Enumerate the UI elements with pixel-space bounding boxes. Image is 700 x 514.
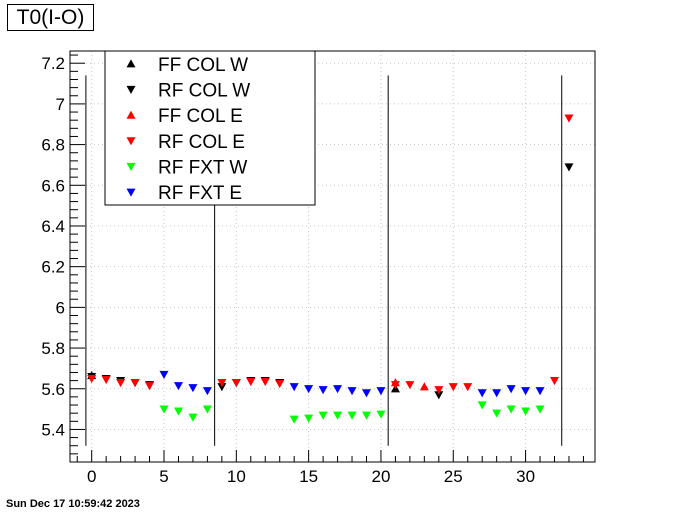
legend-marker xyxy=(126,137,136,146)
data-point xyxy=(564,163,574,172)
data-point xyxy=(405,381,415,390)
legend-marker xyxy=(126,188,136,197)
x-tick-label: 25 xyxy=(444,467,463,486)
data-point xyxy=(376,387,386,396)
data-point xyxy=(130,379,140,388)
data-point xyxy=(275,380,285,389)
data-point xyxy=(246,378,256,387)
data-point xyxy=(318,386,328,395)
y-tick-label: 6.4 xyxy=(41,217,65,236)
data-point xyxy=(361,411,371,420)
data-point xyxy=(333,411,343,420)
legend-marker xyxy=(126,59,136,68)
legend-label: RF FXT E xyxy=(158,183,242,204)
y-tick-label: 6.6 xyxy=(41,176,65,195)
data-point xyxy=(202,405,212,414)
x-tick-label: 0 xyxy=(87,467,96,486)
legend-label: RF FXT W xyxy=(158,158,247,179)
y-tick-label: 6.2 xyxy=(41,258,65,277)
y-tick-label: 6 xyxy=(56,298,65,317)
axes: 0 5 10 15 20 25 30 5.4 5.6 5.8 6 6.2 6.4 6.6 6.8 7 7.2 xyxy=(41,54,584,486)
data-point xyxy=(434,386,444,395)
data-point xyxy=(477,401,487,410)
data-point xyxy=(521,407,531,416)
data-point xyxy=(101,375,111,385)
data-point xyxy=(116,379,126,388)
data-point xyxy=(289,415,299,424)
y-tick-label: 7.2 xyxy=(41,54,65,73)
data-point xyxy=(347,411,357,420)
timestamp: Sun Dec 17 10:59:42 2023 xyxy=(6,498,140,510)
plot-frame xyxy=(69,50,596,463)
data-point xyxy=(506,385,516,394)
data-point xyxy=(376,410,386,419)
y-tick-label: 5.8 xyxy=(41,339,65,358)
data-point xyxy=(390,381,400,390)
data-point xyxy=(564,114,574,123)
x-tick-label: 5 xyxy=(159,467,168,486)
x-tick-label: 15 xyxy=(299,467,318,486)
data-point xyxy=(361,389,371,398)
data-point xyxy=(448,383,458,392)
data-point xyxy=(492,389,502,398)
data-point xyxy=(289,383,299,392)
data-point xyxy=(550,377,560,386)
legend-marker xyxy=(126,85,136,94)
x-tick-label: 20 xyxy=(371,467,390,486)
y-tick-label: 5.6 xyxy=(41,380,65,399)
data-point xyxy=(477,389,487,398)
y-tick-label: 6.8 xyxy=(41,136,65,155)
chart-title: T0(I-O) xyxy=(7,4,94,31)
data-point xyxy=(159,405,169,414)
legend-label: FF COL E xyxy=(158,106,243,127)
legend-label: FF COL W xyxy=(158,55,248,76)
data-point xyxy=(145,382,155,391)
x-tick-label: 10 xyxy=(227,467,246,486)
data-points xyxy=(87,114,574,424)
legend-box xyxy=(104,50,316,206)
y-tick-label: 5.4 xyxy=(41,420,65,439)
data-point xyxy=(217,383,227,392)
data-point xyxy=(202,387,212,396)
data-point xyxy=(434,391,444,400)
data-point xyxy=(304,414,314,423)
data-point xyxy=(304,385,314,394)
legend-label: RF COL W xyxy=(158,81,250,102)
data-point xyxy=(173,382,183,391)
data-point xyxy=(159,370,169,380)
data-point xyxy=(535,405,545,414)
data-point xyxy=(231,379,241,388)
legend-label: RF COL E xyxy=(158,132,245,153)
data-point xyxy=(260,378,270,387)
legend: FF COL W RF COL W FF COL E RF COL E RF FXT W… xyxy=(104,50,316,206)
data-point xyxy=(521,387,531,396)
data-point xyxy=(419,382,429,391)
legend-marker xyxy=(126,110,136,119)
data-point xyxy=(188,413,198,422)
y-tick-label: 7 xyxy=(56,95,65,114)
data-point xyxy=(173,407,183,416)
x-tick-label: 30 xyxy=(516,467,535,486)
data-point xyxy=(333,385,343,394)
data-point xyxy=(347,387,357,396)
legend-marker xyxy=(126,162,136,171)
data-point xyxy=(87,374,97,384)
data-point xyxy=(506,405,516,414)
data-point xyxy=(463,383,473,392)
data-point xyxy=(535,387,545,396)
vertical-lines xyxy=(85,75,563,446)
data-point xyxy=(217,379,227,388)
data-point xyxy=(492,409,502,418)
data-point xyxy=(188,384,198,393)
data-point xyxy=(318,411,328,420)
